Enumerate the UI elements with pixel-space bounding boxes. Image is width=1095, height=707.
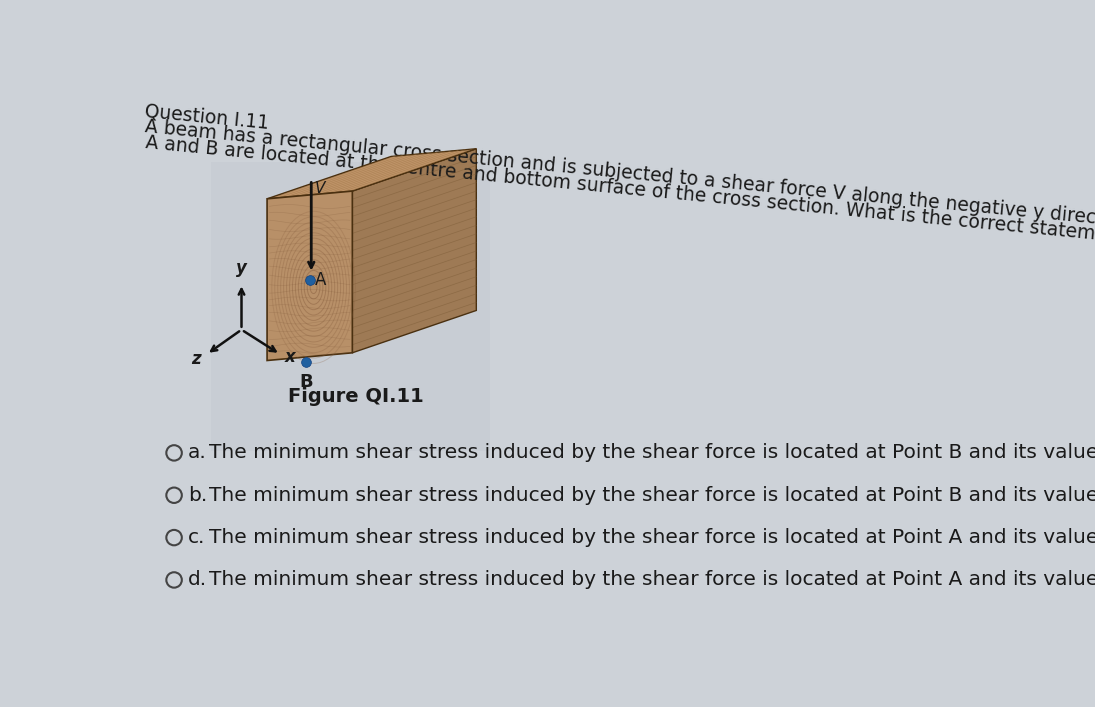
Polygon shape bbox=[353, 148, 476, 353]
Text: The minimum shear stress induced by the shear force is located at Point B and it: The minimum shear stress induced by the … bbox=[209, 486, 1095, 505]
Text: A: A bbox=[315, 271, 326, 288]
Text: A beam has a rectangular cross section and is subjected to a shear force V along: A beam has a rectangular cross section a… bbox=[145, 117, 1095, 261]
Text: The minimum shear stress induced by the shear force is located at Point A and it: The minimum shear stress induced by the … bbox=[209, 571, 1095, 590]
Text: V: V bbox=[314, 181, 325, 196]
Text: b.: b. bbox=[188, 486, 207, 505]
Text: d.: d. bbox=[188, 571, 207, 590]
Text: a.: a. bbox=[188, 443, 207, 462]
Text: Question I.11: Question I.11 bbox=[145, 102, 270, 133]
Text: The minimum shear stress induced by the shear force is located at Point B and it: The minimum shear stress induced by the … bbox=[209, 443, 1095, 462]
Polygon shape bbox=[267, 148, 476, 199]
FancyBboxPatch shape bbox=[210, 162, 489, 450]
Text: B: B bbox=[299, 373, 313, 391]
Text: z: z bbox=[192, 350, 201, 368]
Polygon shape bbox=[267, 191, 353, 361]
Text: x: x bbox=[285, 349, 296, 366]
Text: c.: c. bbox=[188, 528, 206, 547]
Text: A and B are located at the centre and bottom surface of the cross section. What : A and B are located at the centre and bo… bbox=[145, 133, 1095, 247]
Text: The minimum shear stress induced by the shear force is located at Point A and it: The minimum shear stress induced by the … bbox=[209, 528, 1095, 547]
Text: y: y bbox=[237, 259, 247, 277]
Text: Figure QI.11: Figure QI.11 bbox=[288, 387, 424, 406]
